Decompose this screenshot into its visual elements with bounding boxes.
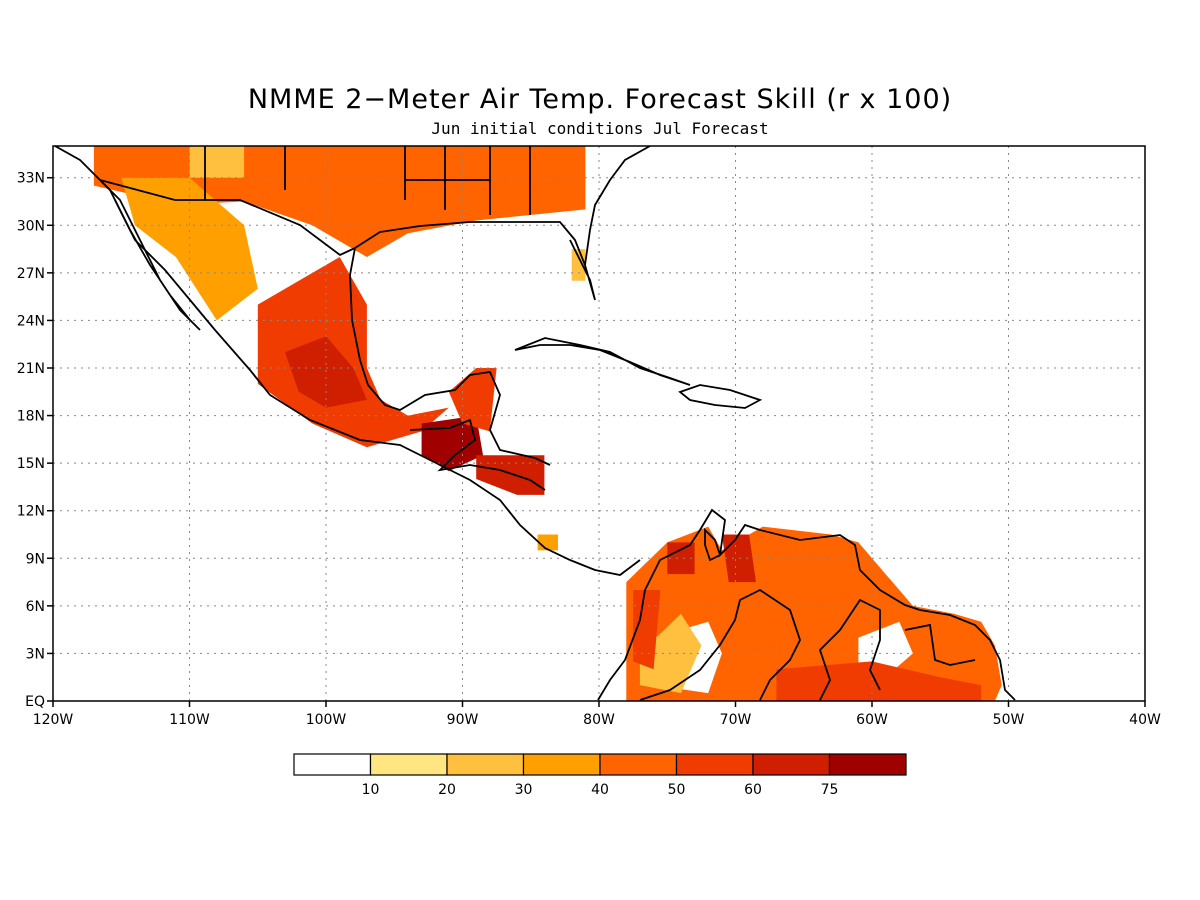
lat-tick-label: EQ [25,694,45,710]
map-title: NMME 2−Meter Air Temp. Forecast Skill (r… [247,84,953,115]
colorbar-swatch [599,753,678,776]
coastline-lake-maracaibo [704,527,722,562]
colorbar-swatch [369,753,448,776]
graticule [53,146,1145,701]
lon-tick-label: 60W [856,712,888,728]
border-us-states [204,146,531,215]
skill-region-sa-red-north [667,542,695,575]
colorbar-swatch [828,753,907,776]
map-subtitle: Jun initial conditions Jul Forecast [431,119,769,138]
lat-tick-label: 12N [17,504,45,520]
colorbar-swatch [293,753,372,776]
lon-tick-label: 90W [447,712,479,728]
axes: 120W 110W 100W 90W 80W 70W 60W 50W 40W EQ 3N 6N 9N 12… [17,171,1161,728]
skill-region-nw-mexico [121,177,258,321]
colorbar: 10 20 30 40 50 60 75 [293,753,907,798]
skill-region-sa-red-lake [721,534,756,583]
skill-region-costa-rica [537,534,558,551]
lat-tick-label: 15N [17,456,45,472]
lon-tick-label: 110W [169,712,210,728]
lat-tick-label: 6N [26,599,45,615]
coastline-gulf [349,221,596,466]
colorbar-swatch [446,753,525,776]
lat-tick-label: 21N [17,361,45,377]
skill-shading [93,146,1002,701]
coastline-south-america [597,508,1016,701]
colorbar-label: 60 [744,782,762,798]
coastlines [54,146,1016,701]
lon-tick-label: 70W [720,712,752,728]
lat-tick-label: 33N [17,171,45,187]
colorbar-label: 30 [515,782,533,798]
lon-tick-label: 120W [33,712,74,728]
colorbar-label: 40 [591,782,609,798]
border-south-america [639,588,976,701]
lon-tick-label: 50W [993,712,1025,728]
coastline-hispaniola [678,384,763,409]
colorbar-label: 50 [668,782,686,798]
colorbar-label: 20 [438,782,456,798]
lat-tick-label: 24N [17,313,45,329]
colorbar-label: 75 [821,782,839,798]
colorbar-label: 10 [362,782,380,798]
colorbar-swatch [675,753,754,776]
lat-tick-label: 3N [26,646,45,662]
lat-tick-label: 9N [26,551,45,567]
coastline-cuba [514,337,691,386]
skill-region-mexico-central [257,257,449,448]
lon-tick-label: 100W [306,712,347,728]
lat-tick-label: 30N [17,218,45,234]
lat-tick-label: 27N [17,266,45,282]
lon-tick-label: 80W [583,712,615,728]
coastline-atlantic-us [584,146,651,266]
skill-region-arizona-low [189,146,245,178]
skill-region-honduras [476,455,545,495]
border-central-america [409,418,546,491]
lat-tick-label: 18N [17,409,45,425]
border-us-mexico [99,179,356,257]
colorbar-swatch [752,753,831,776]
lon-tick-label: 40W [1129,712,1161,728]
skill-region-sa-west [633,590,661,670]
colorbar-swatch [522,753,601,776]
coastline-baja [99,179,201,331]
